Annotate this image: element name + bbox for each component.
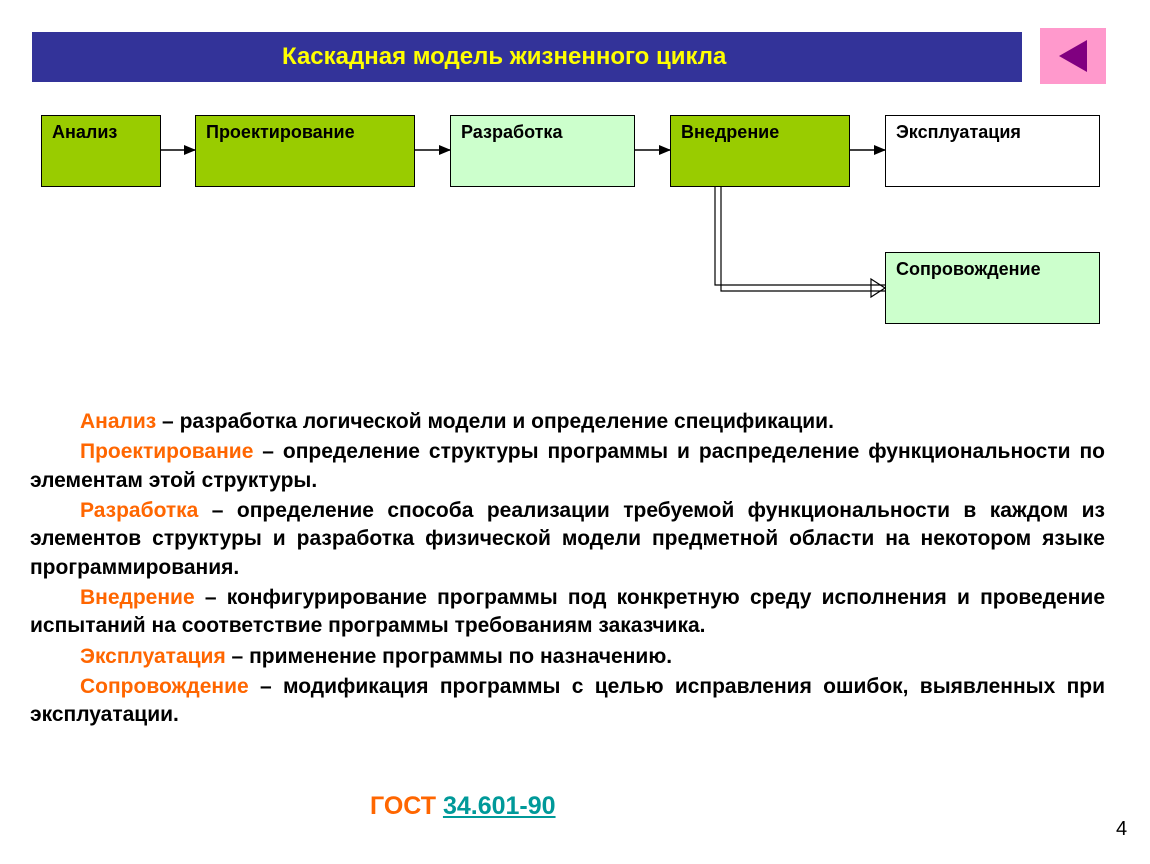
stage-label: Внедрение (681, 122, 779, 142)
back-button[interactable] (1040, 28, 1106, 84)
stage-box-deployment: Внедрение (670, 115, 850, 187)
stage-box-development: Разработка (450, 115, 635, 187)
definition-term: Сопровождение (80, 675, 249, 698)
stage-box-maintenance: Сопровождение (885, 252, 1100, 324)
stage-label: Проектирование (206, 122, 355, 142)
stage-label: Эксплуатация (896, 122, 1021, 142)
definitions-block: Анализ – разработка логической модели и … (30, 408, 1105, 732)
page-number: 4 (1116, 818, 1127, 841)
stage-label: Сопровождение (896, 259, 1041, 279)
stage-box-analysis: Анализ (41, 115, 161, 187)
definition-term: Внедрение (80, 586, 195, 609)
definition-item: Сопровождение – модификация программы с … (30, 673, 1105, 730)
definition-term: Разработка (80, 499, 198, 522)
definition-item: Внедрение – конфигурирование программы п… (30, 584, 1105, 641)
definition-text: – разработка логической модели и определ… (156, 410, 834, 433)
stage-label: Анализ (52, 122, 117, 142)
slide-title-bar: Каскадная модель жизненного цикла (32, 32, 1022, 82)
definition-item: Анализ – разработка логической модели и … (30, 408, 1105, 436)
slide-title: Каскадная модель жизненного цикла (282, 43, 726, 71)
definition-item: Разработка – определение способа реализа… (30, 497, 1105, 582)
stage-box-operation: Эксплуатация (885, 115, 1100, 187)
stage-box-design: Проектирование (195, 115, 415, 187)
gost-reference: ГОСТ 34.601-90 (370, 792, 556, 821)
back-triangle-icon (1053, 36, 1093, 76)
definition-text: – применение программы по назначению. (226, 645, 672, 668)
definition-item: Эксплуатация – применение программы по н… (30, 643, 1105, 671)
gost-prefix: ГОСТ (370, 792, 443, 820)
definition-term: Проектирование (80, 440, 253, 463)
definition-term: Эксплуатация (80, 645, 226, 668)
definition-item: Проектирование – определение структуры п… (30, 438, 1105, 495)
definition-term: Анализ (80, 410, 156, 433)
gost-link[interactable]: 34.601-90 (443, 792, 556, 820)
stage-label: Разработка (461, 122, 562, 142)
